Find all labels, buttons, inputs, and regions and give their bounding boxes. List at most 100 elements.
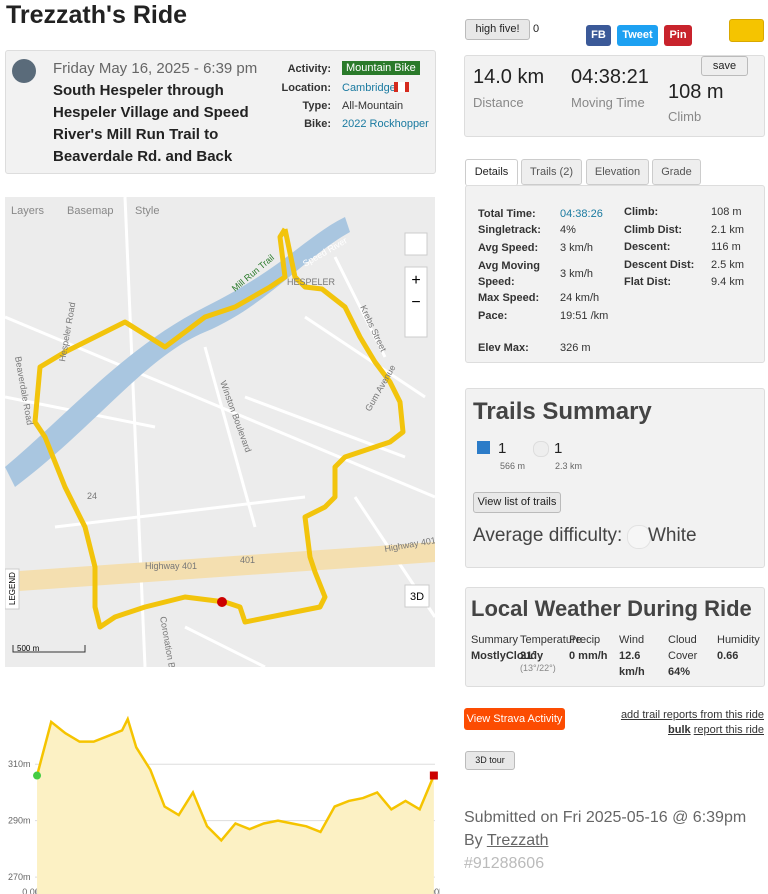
three-d-button[interactable] <box>404 584 430 608</box>
weather-header: Temperature <box>520 634 582 646</box>
map-control[interactable]: Basemap <box>67 205 113 217</box>
stat-label: Distance <box>473 95 524 110</box>
map-controls: Layers Basemap Style <box>11 205 159 217</box>
difficulty-label: Average difficulty: <box>473 525 623 546</box>
tweet-button[interactable]: Tweet <box>617 25 658 46</box>
fb-button[interactable]: FB <box>586 25 611 46</box>
scale-label: 500 m <box>17 644 40 653</box>
zoom-controls: + − <box>404 232 428 338</box>
detail-value: 19:51 /km <box>560 310 609 322</box>
weather-value: 21° <box>520 650 537 662</box>
scale-bar <box>12 645 86 653</box>
detail-value: 2.1 km <box>711 223 745 236</box>
detail-label: Climb Dist: <box>624 223 683 236</box>
map-label: 24 <box>87 491 97 501</box>
detail-label: Elev Max: <box>478 342 529 354</box>
stat-value: 108 m <box>668 81 724 103</box>
map-label: 401 <box>240 555 255 565</box>
elevation-line <box>35 715 436 843</box>
detail-label: Descent Dist: <box>624 258 695 271</box>
tab[interactable]: Grade <box>652 159 701 185</box>
trails-summary-title: Trails Summary <box>473 398 652 425</box>
submitted-line: Submitted on Fri 2025-05-16 @ 6:39pm <box>464 809 747 826</box>
detail-value: 4% <box>560 224 576 236</box>
detail-value: 04:38:26 <box>560 208 603 220</box>
submission-id: #91288606 <box>464 855 545 872</box>
details-panel <box>465 185 765 363</box>
field-label: Activity: <box>287 63 331 75</box>
difficulty-icon <box>627 525 651 549</box>
field-label: Location: <box>281 82 332 94</box>
user-link[interactable]: Trezzath <box>486 832 549 849</box>
tab[interactable]: Trails (2) <box>521 159 582 185</box>
weather-header: Humidity <box>717 634 760 646</box>
three-d-label[interactable]: 3D <box>410 591 424 603</box>
activity-badge: Mountain Bike <box>342 61 420 75</box>
position-marker <box>217 597 227 607</box>
zoom-buttons[interactable] <box>404 266 428 338</box>
strava-button[interactable]: View Strava Activity <box>464 708 565 730</box>
detail-label: Avg Moving Speed: <box>478 260 540 288</box>
river <box>5 217 350 487</box>
view-list-button[interactable]: View list of trails <box>473 492 561 513</box>
pin-button[interactable]: Pin <box>664 25 692 46</box>
trails-summary-box <box>465 388 765 568</box>
detail-value: 2.5 km <box>711 258 745 271</box>
detail-label: Flat Dist: <box>624 276 672 288</box>
bulk-link[interactable]: bulk report this ride <box>668 724 764 736</box>
page-title: Trezzath's Ride <box>6 1 187 29</box>
trail-distance: 2.3 km <box>555 461 583 471</box>
detail-value: 108 m <box>711 206 742 218</box>
legend-tab[interactable] <box>5 568 20 610</box>
difficulty-value: White <box>648 525 697 546</box>
detail-label: Total Time: <box>478 208 536 220</box>
y-tick-label: 310m <box>8 759 31 769</box>
tab[interactable]: Elevation <box>586 159 649 185</box>
zoom-in[interactable]: + <box>411 272 420 289</box>
tab[interactable]: Details <box>465 159 518 186</box>
bulk-word[interactable]: bulk <box>668 724 691 736</box>
bulk-rest[interactable]: report this ride <box>693 724 764 736</box>
desc-line: Hespeler Village and Speed <box>53 104 249 121</box>
desc-line: River's Mill Run Trail to <box>53 126 219 143</box>
menu-button[interactable] <box>729 19 764 42</box>
detail-label: Avg Speed: <box>478 242 539 254</box>
location-link[interactable]: Cambridge <box>342 82 396 94</box>
stat-label: Climb <box>668 109 702 124</box>
field-label: Bike: <box>304 118 331 130</box>
detail-label: Descent: <box>624 241 671 253</box>
y-tick-label: 270m <box>8 872 31 882</box>
map-control[interactable]: Layers <box>11 205 45 217</box>
y-tick-label: 290m <box>8 816 31 826</box>
weather-value: 12.6 km/h <box>619 650 645 678</box>
add-reports-link[interactable]: add trail reports from this ride <box>620 709 764 721</box>
bike-link[interactable]: 2022 Rockhopper <box>342 118 429 130</box>
legend-label[interactable]: LEGEND <box>8 572 17 605</box>
trail-icon <box>477 441 490 454</box>
map-label: Highway 401 <box>145 561 197 571</box>
locate-button[interactable] <box>404 232 428 256</box>
map-label: HESPELER <box>287 277 336 287</box>
highway <box>5 542 435 592</box>
field-label: Type: <box>302 100 331 112</box>
weather-value: 0.66 <box>717 650 739 662</box>
weather-value: 64% <box>668 666 691 678</box>
detail-value: 3 km/h <box>560 268 594 280</box>
tour-button[interactable]: 3D tour <box>465 751 515 770</box>
stat-label: Moving Time <box>571 95 645 110</box>
ride-date: Friday May 16, 2025 - 6:39 pm <box>53 60 258 77</box>
elevation-area <box>37 719 434 894</box>
weather-header: Wind <box>619 634 645 646</box>
save-button[interactable]: save <box>701 56 748 76</box>
start-marker <box>33 771 42 780</box>
weather-value: 0 mm/h <box>569 650 608 662</box>
detail-value: 116 m <box>711 241 741 253</box>
zoom-out[interactable]: − <box>411 294 420 311</box>
desc-line: South Hespeler through <box>53 82 224 99</box>
end-marker <box>429 771 438 780</box>
desc-line: Beaverdale Rd. and Back <box>53 148 233 165</box>
map-control[interactable]: Style <box>135 205 159 217</box>
high-five-button[interactable]: high five! <box>465 19 530 40</box>
route <box>32 227 406 630</box>
